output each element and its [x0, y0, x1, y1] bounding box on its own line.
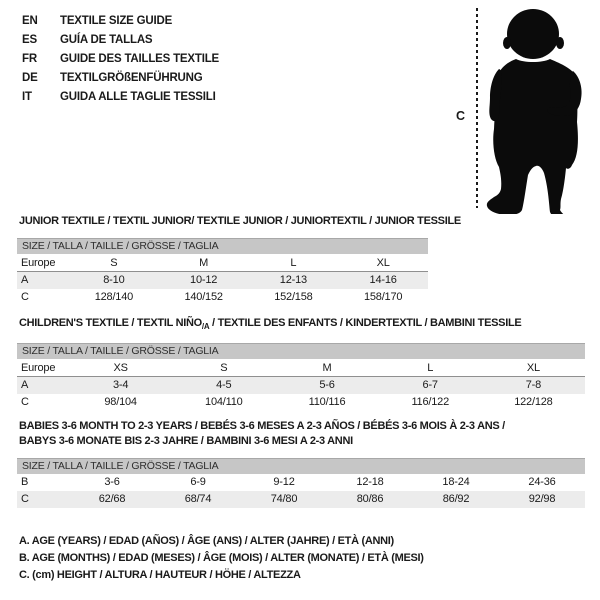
language-label: GUIDA ALLE TAGLIE TESSILI — [60, 91, 216, 103]
language-row-de: DE TEXTILGRÖßENFÜHRUNG — [22, 69, 219, 88]
row-label: A — [21, 274, 29, 286]
cell: M — [322, 362, 332, 375]
table-row-age: A 8-10 10-12 12-13 14-16 — [17, 272, 428, 289]
title-text: / TEXTILE DES ENFANTS / KINDERTEXTIL / B… — [209, 317, 522, 329]
junior-size-table: SIZE / TALLA / TAILLE / GRÖSSE / TAGLIA … — [17, 238, 428, 306]
cell: 86/92 — [442, 493, 470, 505]
cell: S — [110, 257, 118, 269]
row-label: B — [21, 476, 29, 488]
title-text: CHILDREN'S TEXTILE / TEXTIL NIÑO — [19, 317, 202, 329]
row-label: C — [21, 493, 29, 505]
language-label: TEXTILGRÖßENFÜHRUNG — [60, 72, 203, 84]
babies-section: BABIES 3-6 MONTH TO 2-3 YEARS / BEBÉS 3-… — [17, 419, 585, 508]
cell: 9-12 — [273, 476, 295, 488]
cell: 116/122 — [411, 396, 449, 409]
cell: 10-12 — [190, 274, 218, 286]
cell: 62/68 — [98, 493, 126, 505]
cell: 12-13 — [279, 274, 307, 286]
height-measure-dashed-line — [476, 8, 478, 208]
babies-section-title: BABIES 3-6 MONTH TO 2-3 YEARS / BEBÉS 3-… — [19, 419, 585, 449]
table-row-europe: Europe XS S M L XL — [17, 359, 585, 378]
title-text: JUNIOR TEXTILE / TEXTIL JUNIOR/ TEXTILE … — [19, 215, 461, 227]
table-row-age: A 3-4 4-5 5-6 6-7 7-8 — [17, 377, 585, 395]
cell: 122/128 — [514, 396, 553, 409]
cell: 8-10 — [103, 274, 125, 286]
size-header-bar: SIZE / TALLA / TAILLE / GRÖSSE / TAGLIA — [17, 343, 585, 360]
cell: 110/116 — [308, 396, 346, 409]
cell: 6-9 — [190, 476, 206, 488]
cell: M — [199, 257, 209, 269]
language-row-fr: FR GUIDE DES TAILLES TEXTILE — [22, 50, 219, 69]
cell: L — [427, 362, 434, 375]
row-label: C — [21, 396, 29, 409]
table-row-height: C 62/68 68/74 74/80 80/86 86/92 92/98 — [17, 491, 585, 508]
language-code: FR — [22, 53, 37, 65]
children-section: CHILDREN'S TEXTILE / TEXTIL NIÑO/A / TEX… — [17, 316, 585, 411]
language-label: GUÍA DE TALLAS — [60, 34, 153, 46]
table-row-height: C 128/140 140/152 152/158 158/170 — [17, 289, 428, 306]
cell: 5-6 — [319, 379, 335, 392]
language-row-es: ES GUÍA DE TALLAS — [22, 31, 219, 50]
language-code: ES — [22, 34, 37, 46]
language-label: TEXTILE SIZE GUIDE — [60, 15, 173, 27]
footnote-a: A. AGE (YEARS) / EDAD (AÑOS) / ÂGE (ANS)… — [19, 535, 394, 547]
cell: 14-16 — [369, 274, 397, 286]
size-header-bar: SIZE / TALLA / TAILLE / GRÖSSE / TAGLIA — [17, 238, 428, 254]
cell: 158/170 — [363, 291, 403, 303]
row-label: Europe — [21, 257, 56, 269]
cell: 7-8 — [525, 379, 542, 392]
cell: XS — [113, 362, 128, 375]
footnote-b: B. AGE (MONTHS) / EDAD (MESES) / ÂGE (MO… — [19, 552, 424, 564]
title-text-line1: BABIES 3-6 MONTH TO 2-3 YEARS / BEBÉS 3-… — [19, 420, 505, 432]
cell: 18-24 — [442, 476, 470, 488]
cell: 3-6 — [104, 476, 120, 488]
language-code: IT — [22, 91, 32, 103]
footnote-c: C. (cm) HEIGHT / ALTURA / HAUTEUR / HÖHE… — [19, 569, 301, 581]
children-size-table: SIZE / TALLA / TAILLE / GRÖSSE / TAGLIA … — [17, 343, 585, 411]
table-row-age-months: B 3-6 6-9 9-12 12-18 18-24 24-36 — [17, 474, 585, 491]
cell: 140/152 — [184, 291, 223, 303]
language-code: DE — [22, 72, 38, 84]
cell: XL — [526, 362, 540, 375]
table-row-europe: Europe S M L XL — [17, 254, 428, 272]
language-code: EN — [22, 15, 38, 27]
cell: 12-18 — [356, 476, 384, 488]
cell: 74/80 — [270, 493, 298, 505]
row-label: C — [21, 291, 29, 303]
cell: 6-7 — [422, 379, 439, 392]
children-section-title: CHILDREN'S TEXTILE / TEXTIL NIÑO/A / TEX… — [19, 316, 585, 334]
junior-section-title: JUNIOR TEXTILE / TEXTIL JUNIOR/ TEXTILE … — [19, 214, 461, 229]
cell: S — [220, 362, 228, 375]
language-label: GUIDE DES TAILLES TEXTILE — [60, 53, 219, 65]
cell: 128/140 — [94, 291, 134, 303]
babies-size-table: SIZE / TALLA / TAILLE / GRÖSSE / TAGLIA … — [17, 458, 585, 508]
row-label: A — [21, 379, 29, 392]
junior-section: JUNIOR TEXTILE / TEXTIL JUNIOR/ TEXTILE … — [17, 214, 461, 306]
cell: 80/86 — [356, 493, 384, 505]
cell: 3-4 — [112, 379, 129, 392]
baby-figure-group: C — [450, 4, 598, 216]
cell: 24-36 — [528, 476, 556, 488]
title-subscript: /A — [201, 322, 210, 332]
cell: L — [290, 257, 297, 269]
cell: 92/98 — [528, 493, 556, 505]
row-label: Europe — [21, 362, 56, 375]
title-text-line2: BABYS 3-6 MONATE BIS 2-3 JAHRE / BAMBINI… — [19, 435, 353, 447]
footnotes: A. AGE (YEARS) / EDAD (AÑOS) / ÂGE (ANS)… — [19, 533, 424, 584]
cell: 98/104 — [104, 396, 137, 409]
cell: 4-5 — [216, 379, 232, 392]
size-header-bar: SIZE / TALLA / TAILLE / GRÖSSE / TAGLIA — [17, 458, 585, 474]
language-row-en: EN TEXTILE SIZE GUIDE — [22, 12, 219, 31]
baby-silhouette — [486, 9, 582, 214]
language-row-it: IT GUIDA ALLE TAGLIE TESSILI — [22, 88, 219, 107]
table-row-height: C 98/104 104/110 110/116 116/122 122/128 — [17, 394, 585, 411]
cell: 104/110 — [205, 396, 243, 409]
cell: 68/74 — [184, 493, 212, 505]
cell: 152/158 — [274, 291, 313, 303]
height-measure-label: C — [456, 109, 466, 123]
cell: XL — [376, 257, 390, 269]
language-list: EN TEXTILE SIZE GUIDE ES GUÍA DE TALLAS … — [22, 12, 219, 107]
